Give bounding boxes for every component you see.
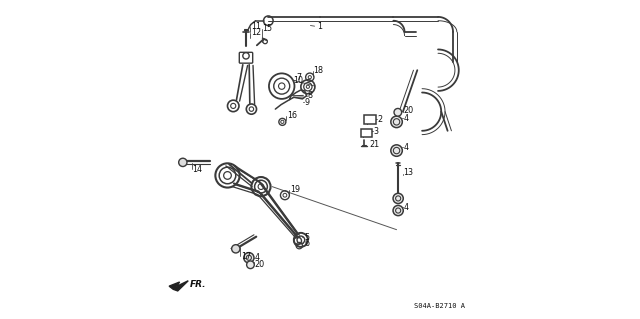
Text: 7: 7 [296,73,301,82]
Text: 9: 9 [305,98,310,107]
Text: 4: 4 [404,143,408,152]
Text: 10: 10 [293,76,303,85]
Text: 13: 13 [404,168,413,177]
Text: 8: 8 [308,91,313,100]
FancyBboxPatch shape [239,52,253,63]
Text: 20: 20 [404,106,413,115]
Circle shape [246,261,254,269]
Text: 11: 11 [251,22,260,31]
Text: 2: 2 [378,115,383,124]
Text: 17: 17 [241,252,251,261]
Text: 14: 14 [193,165,202,174]
Circle shape [394,108,402,116]
Polygon shape [169,281,188,291]
Text: 4: 4 [404,203,408,212]
Text: 20: 20 [255,260,265,269]
Circle shape [391,145,403,156]
Circle shape [393,205,403,216]
Text: 15: 15 [262,24,273,33]
Text: 4: 4 [404,114,408,122]
Text: 5: 5 [304,233,309,242]
Text: 6: 6 [304,239,309,248]
Text: 21: 21 [369,140,380,149]
Circle shape [232,245,240,253]
Text: S04A-B2710 A: S04A-B2710 A [414,303,465,309]
Text: 19: 19 [290,185,300,194]
Text: FR.: FR. [190,280,206,289]
Circle shape [393,193,403,204]
Text: 3: 3 [374,127,379,136]
Text: 18: 18 [314,66,324,75]
Text: 12: 12 [251,28,261,37]
Circle shape [244,253,254,263]
Circle shape [179,158,187,167]
FancyBboxPatch shape [364,115,376,124]
Text: 16: 16 [287,111,297,120]
Circle shape [391,116,403,128]
FancyBboxPatch shape [361,129,372,137]
Text: 4: 4 [255,253,260,262]
Text: 1: 1 [317,22,322,31]
